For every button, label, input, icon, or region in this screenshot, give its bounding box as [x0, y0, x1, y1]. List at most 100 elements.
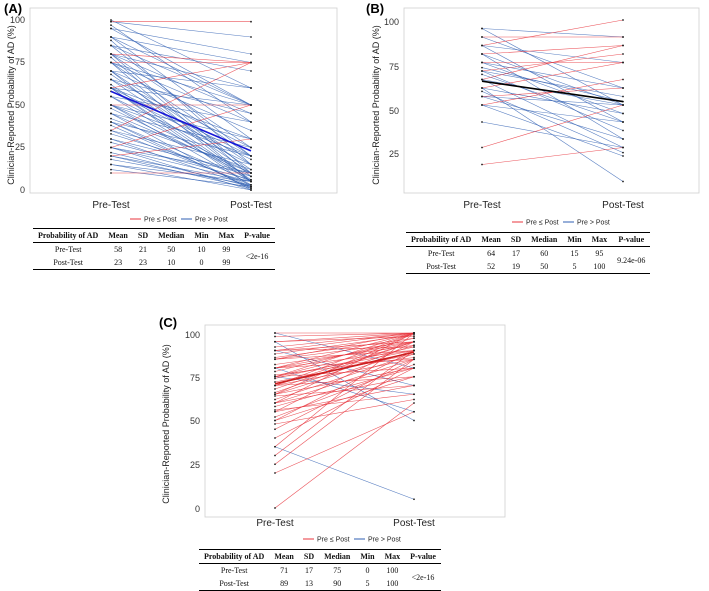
panel-c-chart: (C) Clinician-Reported Probability of AD… [159, 315, 506, 544]
series-line-decrease [110, 169, 252, 187]
data-point [274, 388, 276, 390]
row-label: Pre-Test [54, 245, 82, 254]
data-point [481, 90, 483, 93]
cell-sd: 19 [505, 260, 527, 274]
table-row: Post-Test 52 19 50 5 100 [406, 260, 650, 274]
data-point [110, 172, 112, 174]
series-line-increase [274, 341, 415, 351]
y-tick-label: 0 [195, 504, 200, 514]
data-point [250, 138, 252, 140]
panel-c-ylabel: Clinician-Reported Probability of AD (%) [161, 344, 171, 504]
series-line-increase [274, 399, 415, 425]
series-line-increase [274, 350, 415, 421]
x-category-pre: Pre-Test [256, 518, 293, 529]
data-point [110, 20, 112, 23]
panel-b-ylabel: Clinician-Reported Probability of AD (%) [371, 25, 381, 185]
legend-label-gt: Pre > Post [577, 220, 610, 227]
series-line-decrease [110, 62, 252, 106]
data-point [274, 335, 276, 338]
y-tick-label: 100 [10, 15, 25, 25]
series-line-decrease [481, 96, 624, 140]
cell-pvalue: <2e-16 [239, 242, 275, 270]
col-header: Max [213, 228, 240, 243]
data-point [413, 349, 415, 352]
series-line-decrease [110, 40, 252, 165]
data-point [110, 53, 112, 55]
panel-b-frame [403, 7, 700, 194]
col-header: Min [189, 228, 214, 243]
data-point [250, 172, 252, 174]
legend-label-gt: Pre > Post [368, 537, 401, 544]
y-tick-label: 100 [185, 330, 200, 340]
data-point [413, 384, 415, 387]
series-line-increase [274, 353, 415, 400]
table-row: Pre-Test 71 17 75 0 100 <2e-16 [199, 563, 441, 591]
data-point [110, 117, 112, 120]
series-line-decrease [110, 164, 252, 191]
col-header: P-value [612, 232, 651, 247]
x-category-post: Post-Test [393, 518, 435, 529]
data-point [274, 375, 276, 378]
data-point [622, 19, 624, 21]
data-point [413, 419, 415, 422]
data-point [110, 87, 112, 89]
col-header: SD [505, 232, 527, 247]
panel-b-label: (B) [366, 1, 384, 16]
data-point [274, 416, 276, 418]
data-point [110, 107, 112, 110]
series-line-decrease [110, 108, 252, 177]
legend-label-gt: Pre > Post [195, 217, 228, 224]
data-point [274, 410, 276, 413]
data-point [274, 419, 276, 422]
cell-min: 5 [355, 577, 380, 591]
series-line-increase [481, 19, 624, 46]
col-header: SD [298, 549, 320, 564]
series-line-decrease [110, 125, 252, 187]
data-point [110, 24, 112, 26]
y-tick-label: 25 [190, 460, 200, 470]
data-point [622, 155, 624, 157]
series-line-decrease [110, 91, 252, 160]
cell-sd: 17 [511, 249, 520, 258]
cell-mean: 64 [487, 249, 496, 258]
series-line-increase [274, 341, 415, 390]
series-line-increase [274, 385, 415, 397]
series-line-decrease [110, 87, 252, 182]
cell-median: 60 [540, 249, 549, 258]
data-point [413, 346, 415, 348]
cell-median: 90 [319, 577, 356, 591]
series-line-increase [481, 53, 624, 72]
series-line-decrease [110, 62, 252, 123]
cell-min: 0 [365, 566, 370, 575]
series-line-decrease [110, 121, 252, 182]
col-header: Mean [103, 228, 133, 243]
series-line-increase [110, 53, 252, 63]
data-point [250, 61, 252, 64]
y-tick-label: 100 [384, 17, 399, 27]
series-line-decrease [110, 24, 252, 123]
cell-mean: 89 [269, 577, 299, 591]
table-row: Pre-Test 64 17 60 15 95 9.24e-06 [406, 246, 651, 274]
data-point [413, 498, 415, 501]
row-label: Post-Test [199, 577, 270, 591]
series-line-decrease [481, 67, 624, 102]
cell-max: 99 [222, 245, 231, 254]
data-point [274, 384, 276, 387]
row-label: Post-Test [33, 256, 104, 270]
series-line-decrease [481, 121, 624, 148]
panel-b-chart: (B) Clinician-Reported Probability of AD… [366, 1, 700, 227]
cell-max: 95 [595, 249, 604, 258]
series-line-decrease [110, 142, 252, 181]
data-point [250, 36, 252, 38]
cell-max: 100 [379, 577, 406, 591]
data-point [622, 129, 624, 132]
series-line-decrease [481, 70, 624, 97]
series-line-increase [274, 358, 415, 430]
data-point [413, 335, 415, 338]
cell-max: 99 [213, 256, 240, 270]
data-point [250, 53, 252, 55]
data-point [413, 332, 415, 334]
data-point [481, 61, 483, 64]
y-tick-label: 75 [15, 57, 25, 67]
data-point [622, 138, 624, 140]
